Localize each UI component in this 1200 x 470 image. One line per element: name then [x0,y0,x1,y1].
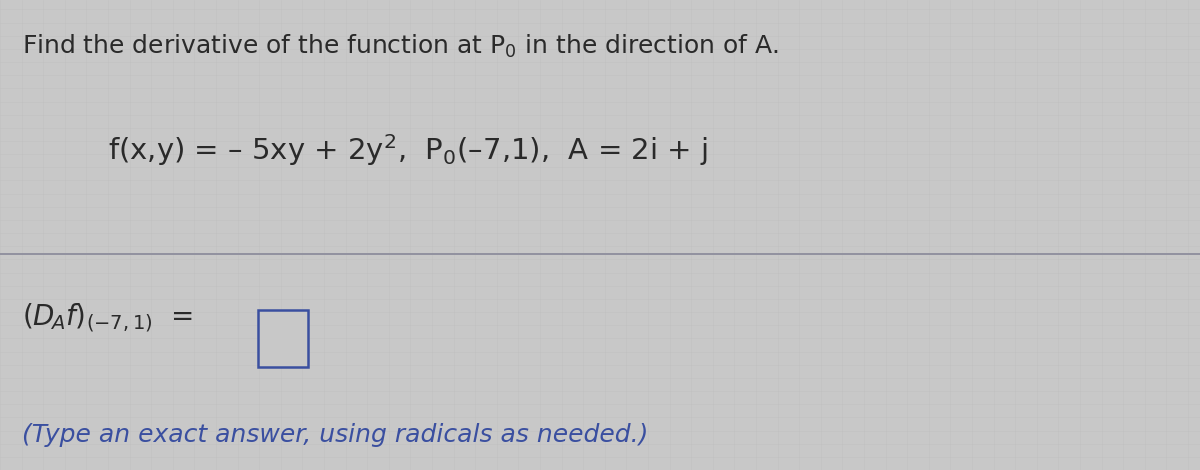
Text: Find the derivative of the function at P$_0$ in the direction of A.: Find the derivative of the function at P… [22,33,779,60]
FancyBboxPatch shape [258,310,308,367]
Text: (Type an exact answer, using radicals as needed.): (Type an exact answer, using radicals as… [22,423,648,447]
Text: $\left(D_{\!A}f\right)_{(-7,1)}$  =: $\left(D_{\!A}f\right)_{(-7,1)}$ = [22,301,192,334]
Text: f(x,y) = – 5xy + 2y$^2$,  P$_0$(–7,1),  A = 2i + j: f(x,y) = – 5xy + 2y$^2$, P$_0$(–7,1), A … [108,132,708,167]
